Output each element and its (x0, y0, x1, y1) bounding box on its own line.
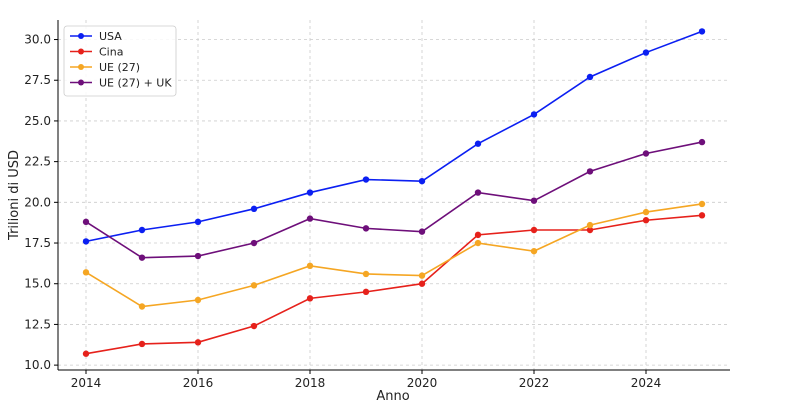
data-point (138, 254, 146, 261)
series-line (85, 30, 703, 243)
data-point (362, 176, 370, 183)
data-point (474, 140, 482, 147)
data-point (250, 322, 258, 330)
data-point (418, 228, 426, 235)
x-axis-title: Anno (376, 389, 409, 404)
x-tick-label: 2022 (519, 376, 550, 390)
data-point (138, 303, 146, 310)
series-layer (82, 28, 706, 357)
data-point (250, 205, 258, 213)
data-point (194, 339, 202, 346)
legend-label: Cina (99, 46, 123, 59)
grid-lines (58, 20, 730, 370)
data-point (642, 217, 650, 224)
data-point (306, 262, 314, 270)
data-point (418, 272, 426, 279)
data-point (586, 226, 594, 234)
series-line (85, 203, 703, 308)
x-tick-label: 2014 (71, 376, 102, 390)
legend-label: UE (27) (99, 61, 140, 74)
data-point (306, 295, 314, 302)
data-point (418, 177, 426, 185)
y-tick-label: 22.5 (24, 155, 51, 169)
data-point (642, 208, 650, 216)
data-point (82, 350, 90, 357)
series-line (85, 214, 703, 355)
data-point (362, 288, 370, 296)
x-tick-label: 2016 (183, 376, 214, 390)
axes: 2014 2016 2018 2020 2022 2024 10.0 12.5 15.0 17.5… (24, 20, 730, 390)
data-point (586, 168, 594, 175)
data-point (530, 247, 538, 255)
data-point (586, 221, 594, 229)
data-point (82, 238, 90, 245)
y-tick-label: 25.0 (24, 114, 51, 128)
data-point (306, 189, 314, 196)
data-point (362, 225, 370, 232)
data-point (474, 231, 482, 239)
data-point (698, 212, 706, 219)
legend-marker (78, 64, 84, 70)
data-point (250, 282, 258, 289)
legend: USA Cina UE (27) UE (27) + UK (63, 25, 177, 97)
x-tick-label: 2020 (407, 376, 438, 390)
y-tick-label: 17.5 (24, 236, 51, 250)
data-point (194, 252, 202, 260)
x-tick-label: 2024 (631, 376, 662, 390)
data-point (586, 73, 594, 81)
legend-box (63, 25, 177, 97)
y-tick-label: 10.0 (24, 358, 51, 372)
data-point (474, 239, 482, 247)
data-point (530, 197, 538, 204)
data-point (194, 296, 202, 304)
y-tick-label: 12.5 (24, 317, 51, 331)
data-point (82, 218, 90, 226)
y-axis-title: Trilioni di USD (7, 150, 22, 241)
data-point (642, 150, 650, 157)
data-point (250, 239, 258, 247)
data-point (362, 270, 370, 278)
data-point (138, 340, 146, 348)
legend-label: UE (27) + UK (99, 77, 172, 90)
y-tick-label: 20.0 (24, 195, 51, 209)
series-line (85, 141, 703, 259)
data-point (642, 49, 650, 56)
data-point (138, 226, 146, 234)
y-tick-label: 27.5 (24, 73, 51, 87)
y-tick-label: 15.0 (24, 277, 51, 291)
legend-label: USA (99, 30, 122, 43)
legend-marker (78, 79, 84, 86)
data-point (530, 111, 538, 118)
data-point (698, 28, 706, 35)
legend-marker (78, 48, 84, 55)
data-point (698, 138, 706, 146)
y-tick-label: 30.0 (24, 33, 51, 47)
data-point (698, 200, 706, 208)
data-point (418, 280, 426, 287)
data-point (530, 226, 538, 234)
data-point (306, 215, 314, 222)
data-point (194, 218, 202, 226)
data-point (82, 269, 90, 276)
x-tick-label: 2018 (295, 376, 326, 390)
legend-marker (78, 33, 84, 39)
data-point (474, 189, 482, 196)
